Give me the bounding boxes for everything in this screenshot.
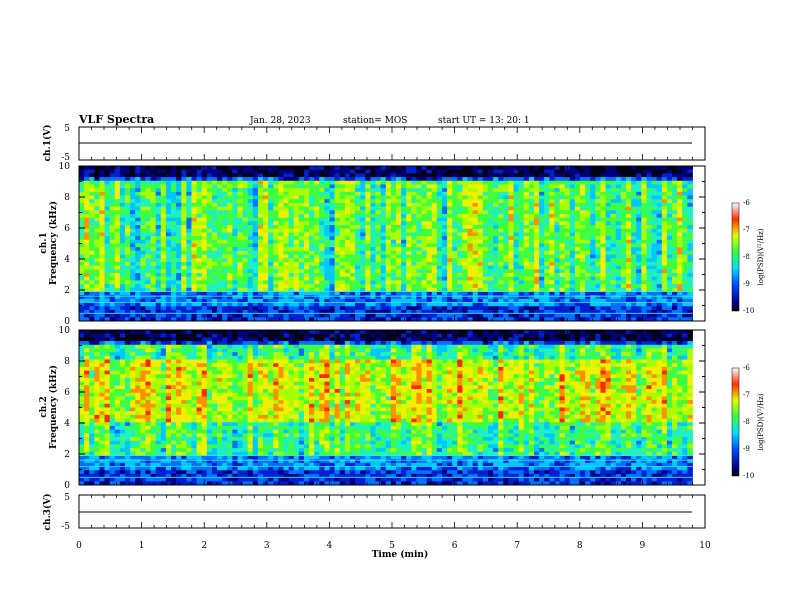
- ch2-spectrogram-image: [79, 329, 705, 486]
- header-station: station= MOS: [343, 116, 407, 126]
- ch1-cbar-tick: -8: [743, 253, 750, 261]
- x-tick-label: 2: [201, 541, 207, 551]
- ch1-spectrogram-image: [79, 165, 705, 322]
- x-tick-label: 6: [452, 541, 458, 551]
- ch2-spec-ytick: 0: [64, 481, 70, 491]
- ch2-spec-ytick: 10: [59, 326, 71, 336]
- ch1-wave-ytick-top: 5: [64, 124, 70, 134]
- ch1-spec-ytick: 4: [64, 255, 70, 265]
- x-tick-label: 1: [139, 541, 145, 551]
- header-start-time: start UT = 13: 20: 1: [438, 116, 530, 126]
- ch1-spec-ytick: 10: [59, 162, 71, 172]
- ch2-cbar-tick: -7: [743, 391, 750, 399]
- ch1-spec-ylabel: ch.1: [39, 232, 49, 253]
- ch1-cbar-label: log(PSD)(V²/Hz): [757, 228, 765, 285]
- ch1-cbar-tick: -6: [743, 199, 750, 207]
- ch2-spec-ytick: 8: [64, 357, 70, 367]
- ch2-spec-ylabel: ch.2: [39, 396, 49, 417]
- ch1-spec-ytick: 8: [64, 193, 70, 203]
- x-tick-label: 5: [389, 541, 395, 551]
- header-date: Jan. 28, 2023: [249, 116, 311, 126]
- ch1-spec-ytick: 6: [64, 224, 70, 234]
- x-axis-label: Time (min): [372, 549, 429, 560]
- ch3-wave-ytick-top: 5: [64, 493, 70, 503]
- ch1-cbar-tick: -7: [743, 226, 750, 234]
- ch1-spec-ytick: 0: [64, 317, 70, 327]
- ch3-wave-ytick-bottom: -5: [61, 522, 70, 532]
- ch2-cbar-label: log(PSD)(V²/Hz): [757, 393, 765, 450]
- x-tick-label: 7: [514, 541, 520, 551]
- ch1-colorbar: [731, 202, 740, 312]
- ch2-spec-ytick: 2: [64, 450, 70, 460]
- ch1-wave-ylabel: ch.1(V): [42, 125, 53, 162]
- ch1-cbar-tick: -9: [743, 280, 750, 288]
- figure-title: VLF Spectra: [78, 113, 154, 126]
- ch2-spec-ytick: 6: [64, 388, 70, 398]
- x-tick-label: 8: [577, 541, 583, 551]
- x-tick-label: 4: [327, 541, 333, 551]
- x-tick-label: 10: [699, 541, 711, 551]
- x-axis: 0 1 2 3 4 5 6 7 8 9 10: [76, 127, 711, 551]
- x-tick-label: 9: [640, 541, 646, 551]
- ch2-cbar-tick: -10: [743, 472, 754, 480]
- ch2-cbar-tick: -8: [743, 418, 750, 426]
- ch1-cbar-tick: -10: [743, 307, 754, 315]
- ch3-wave-ylabel: ch.3(V): [42, 494, 53, 531]
- ch2-cbar-tick: -6: [743, 364, 750, 372]
- ch2-spec-ylabel-freq: Frequency (kHz): [48, 365, 59, 449]
- ch2-colorbar: [731, 367, 740, 477]
- ch2-spec-ytick: 4: [64, 419, 70, 429]
- ch2-cbar-tick: -9: [743, 445, 750, 453]
- ch1-spec-ytick: 2: [64, 286, 70, 296]
- x-tick-label: 3: [264, 541, 270, 551]
- ch1-wave-ytick-bottom: -5: [61, 153, 70, 163]
- x-tick-label: 0: [76, 541, 82, 551]
- ch1-spec-ylabel-freq: Frequency (kHz): [48, 201, 59, 285]
- panel-ch1-spectrogram: 0 2 4 6 8 10 ch.1 Frequency (kHz) -6 -7 …: [39, 162, 765, 327]
- panel-ch2-spectrogram: 0 2 4 6 8 10 ch.2 Frequency (kHz) -6 -7 …: [39, 326, 765, 491]
